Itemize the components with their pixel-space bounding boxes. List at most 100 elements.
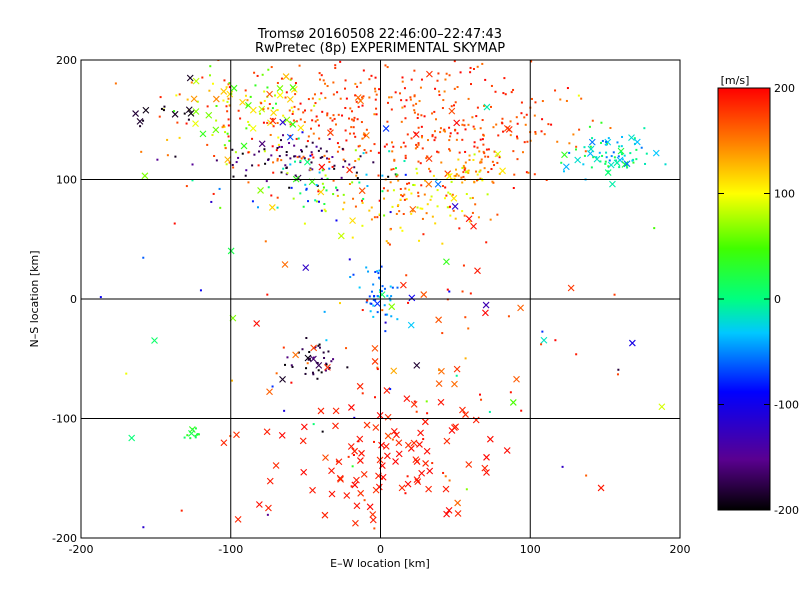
data-point-x-1067: [366, 503, 374, 511]
data-point-dot-474: [527, 171, 530, 174]
data-point-dot-236: [352, 126, 355, 129]
data-point-dot-1254: [199, 289, 202, 292]
data-point-dot-721: [232, 175, 235, 178]
data-point-dot-142: [414, 147, 417, 150]
data-point-dot-226: [295, 137, 298, 140]
data-point-dot-782: [604, 162, 607, 165]
data-point-x-1051: [443, 437, 451, 445]
data-point-x-1175: [451, 380, 458, 388]
data-point-dot-208: [400, 99, 403, 102]
data-point-dot-342: [158, 115, 161, 118]
data-point-x-813: [621, 161, 629, 168]
data-point-dot-224: [312, 156, 315, 159]
data-point-dot-738: [251, 164, 254, 167]
data-point-dot-654: [462, 171, 465, 174]
data-point-dot-964: [376, 270, 379, 273]
data-point-dot-901: [388, 150, 391, 153]
data-point-dot-543: [336, 91, 339, 94]
data-point-dot-415: [543, 133, 546, 136]
data-point-dot-318: [320, 92, 323, 95]
data-point-dot-115: [388, 243, 391, 246]
data-point-dot-458: [533, 173, 536, 176]
data-point-dot-230: [412, 104, 415, 107]
data-point-dot-88: [249, 95, 252, 98]
data-point-dot-498: [417, 143, 420, 146]
data-point-dot-1205: [455, 374, 458, 377]
data-point-dot-316: [276, 159, 279, 162]
x-tick-label-3: 100: [520, 543, 541, 556]
data-point-dot-431: [473, 145, 476, 148]
data-point-dot-774: [632, 161, 635, 164]
data-point-dot-181: [247, 181, 250, 184]
data-point-dot-1169: [376, 368, 379, 371]
data-point-x-1160: [324, 364, 331, 371]
data-point-dot-641: [466, 170, 469, 173]
data-point-dot-539: [417, 126, 420, 129]
data-point-x-7: [226, 90, 234, 98]
data-point-dot-756: [300, 150, 303, 153]
data-point-dot-603: [361, 224, 364, 227]
data-point-dot-890: [318, 171, 321, 174]
data-point-dot-595: [399, 198, 402, 201]
data-point-dot-459: [389, 181, 392, 184]
data-point-x-85: [190, 95, 198, 103]
data-point-dot-355: [361, 137, 364, 140]
data-point-dot-662: [476, 173, 479, 176]
data-point-dot-833: [605, 151, 608, 154]
data-point-dot-516: [463, 168, 466, 171]
x-tick-label-4: 200: [670, 543, 691, 556]
data-point-dot-500: [420, 78, 423, 81]
data-point-dot-620: [463, 214, 466, 217]
data-point-dot-1061: [350, 485, 353, 488]
data-point-x-1092: [425, 485, 432, 493]
data-point-dot-368: [405, 99, 408, 102]
data-point-dot-465: [516, 137, 519, 140]
data-point-x-1108: [483, 469, 490, 476]
data-point-dot-924: [321, 182, 324, 185]
x-axis-label: E–W location [km]: [330, 557, 430, 570]
data-point-dot-1180: [413, 400, 416, 403]
data-point-x-1096: [356, 457, 364, 464]
colorbar: [718, 88, 770, 510]
data-point-dot-1236: [325, 339, 328, 342]
data-point-dot-218: [276, 121, 279, 124]
data-point-dot-586: [377, 174, 380, 177]
data-point-dot-400: [449, 132, 452, 135]
data-point-dot-1161: [448, 479, 451, 482]
data-point-x-858: [171, 110, 179, 118]
data-point-dot-269: [476, 65, 479, 68]
data-point-x-1039: [472, 416, 480, 424]
data-point-x-1: [286, 96, 294, 103]
data-point-dot-718: [231, 148, 234, 151]
data-point-dot-642: [516, 158, 519, 161]
data-point-dot-391: [520, 112, 523, 115]
data-point-dot-980: [322, 351, 325, 354]
data-point-x-1048: [416, 441, 423, 448]
data-point-dot-336: [354, 205, 357, 208]
data-point-dot-602: [392, 189, 395, 192]
data-point-dot-234: [176, 121, 179, 124]
data-point-dot-319: [307, 158, 310, 161]
x-tick-label-1: -100: [218, 543, 243, 556]
data-point-x-1105: [503, 447, 511, 454]
data-point-dot-170: [264, 240, 267, 243]
data-point-dot-447: [483, 104, 486, 107]
data-point-dot-696: [293, 144, 296, 147]
data-point-dot-347: [449, 149, 452, 152]
data-point-dot-252: [270, 66, 273, 69]
data-point-x-1134: [410, 439, 418, 447]
data-point-dot-375: [526, 140, 529, 143]
data-point-dot-1247: [231, 379, 234, 382]
data-point-dot-834: [615, 159, 618, 162]
data-point-dot-30: [230, 92, 233, 95]
data-point-dot-70: [166, 138, 169, 141]
data-point-x-1112: [390, 427, 398, 435]
data-point-x-661: [499, 167, 506, 175]
data-point-dot-1152: [415, 410, 418, 413]
data-point-dot-493: [609, 127, 612, 130]
data-point-dot-691: [237, 156, 240, 159]
data-point-dot-530: [416, 116, 419, 119]
data-point-dot-951: [374, 298, 377, 301]
data-point-x-1100: [483, 453, 490, 461]
data-point-dot-544: [520, 101, 523, 104]
